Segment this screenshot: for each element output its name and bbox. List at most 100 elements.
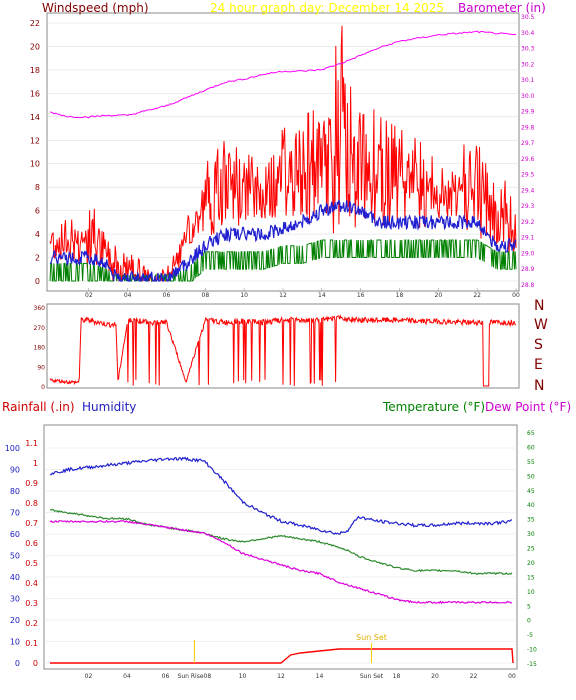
wind-y-tick-label: 16 bbox=[30, 89, 40, 98]
rainfall-tick-label: 0.9 bbox=[25, 479, 38, 488]
barometer-tick-label: 29.6 bbox=[521, 156, 535, 163]
humidity-line bbox=[50, 456, 513, 535]
lower-x-tick-label: 04 bbox=[123, 673, 131, 680]
direction-y-tick-label: 360 bbox=[34, 305, 46, 312]
wind-series bbox=[49, 25, 517, 283]
lower-x-tick-label: 14 bbox=[316, 673, 324, 680]
wind-y-tick-label: 22 bbox=[30, 19, 40, 28]
wind-y-tick-label: 4 bbox=[35, 230, 40, 239]
windspeed-title: Windspeed (mph) bbox=[42, 1, 149, 15]
wind-x-tick-label: 14 bbox=[318, 292, 326, 299]
barometer-tick-label: 30.5 bbox=[521, 14, 535, 21]
lower-x-tick-label: 10 bbox=[239, 673, 247, 680]
wind-y-tick-label: 12 bbox=[30, 136, 40, 145]
wind-x-tick-label: 06 bbox=[163, 292, 171, 299]
temperature-title: Temperature (°F) bbox=[382, 400, 485, 414]
barometer-tick-label: 29.8 bbox=[521, 124, 535, 131]
humidity-tick-label: 60 bbox=[10, 530, 20, 539]
rainfall-tick-label: 0.5 bbox=[25, 559, 38, 568]
temperature-tick-label: 25 bbox=[527, 546, 535, 553]
temperature-tick-label: 5 bbox=[527, 603, 531, 610]
lower-x-tick-label: 06 bbox=[162, 673, 170, 680]
rainfall-tick-label: 0.2 bbox=[25, 619, 38, 628]
direction-y-tick-label: 180 bbox=[34, 345, 46, 352]
lower-grid bbox=[44, 447, 517, 664]
temperature-tick-label: -15 bbox=[527, 661, 537, 668]
direction-line bbox=[49, 313, 517, 387]
wind-x-tick-label: 18 bbox=[396, 292, 404, 299]
sunrise-axis-label: Sun Rise08 bbox=[178, 673, 212, 680]
humidity-tick-label: 70 bbox=[10, 509, 20, 518]
wind-y-tick-label: 2 bbox=[35, 254, 40, 263]
direction-plot-frame bbox=[46, 303, 520, 389]
wind-y-tick-label: 6 bbox=[35, 207, 40, 216]
wind-y-tick-label: 8 bbox=[35, 183, 40, 192]
barometer-tick-label: 29.9 bbox=[521, 109, 535, 116]
barometer-tick-label: 29.0 bbox=[521, 250, 535, 257]
humidity-title: Humidity bbox=[82, 400, 136, 414]
wind-gust-line bbox=[49, 25, 517, 283]
barometer-tick-label: 30.1 bbox=[521, 77, 535, 84]
direction-series bbox=[49, 313, 517, 387]
temperature-tick-label: 60 bbox=[527, 444, 535, 451]
humidity-tick-label: 10 bbox=[10, 638, 20, 647]
rainfall-tick-label: 1 bbox=[33, 459, 38, 468]
direction-y-tick-label: 90 bbox=[37, 364, 45, 371]
wind-x-tick-label: 20 bbox=[435, 292, 443, 299]
temperature-tick-label: 65 bbox=[527, 430, 535, 437]
barometer-tick-label: 28.9 bbox=[521, 266, 535, 273]
humidity-tick-label: 0 bbox=[15, 659, 20, 668]
lower-x-tick-label: 12 bbox=[277, 673, 285, 680]
temperature-tick-label: 10 bbox=[527, 589, 535, 596]
humidity-tick-label: 20 bbox=[10, 616, 20, 625]
wind-x-tick-label: 10 bbox=[240, 292, 248, 299]
humidity-tick-label: 90 bbox=[10, 466, 20, 475]
barometer-tick-label: 29.1 bbox=[521, 235, 535, 242]
wind-x-tick-label: 16 bbox=[357, 292, 365, 299]
barometer-tick-label: 29.4 bbox=[521, 187, 535, 194]
temperature-tick-label: 35 bbox=[527, 517, 535, 524]
lower-series bbox=[49, 456, 514, 664]
compass-label-e: E bbox=[534, 357, 543, 373]
barometer-tick-label: 29.3 bbox=[521, 203, 535, 210]
lower-x-tick-label: 20 bbox=[431, 673, 439, 680]
wind-plot-frame bbox=[46, 12, 520, 292]
humidity-tick-label: 30 bbox=[10, 595, 20, 604]
lower-x-tick-label: 22 bbox=[470, 673, 478, 680]
humidity-tick-label: 80 bbox=[10, 487, 20, 496]
barometer-title: Barometer (in) bbox=[458, 1, 546, 15]
lower-x-tick-label: 18 bbox=[393, 673, 401, 680]
lower-x-tick-label: 02 bbox=[85, 673, 93, 680]
wind-x-tick-label: 12 bbox=[279, 292, 287, 299]
rainfall-tick-label: 0 bbox=[33, 659, 38, 668]
temperature-tick-label: -10 bbox=[527, 647, 537, 654]
rainfall-tick-label: 0.7 bbox=[25, 519, 38, 528]
compass-label-w: W bbox=[534, 317, 548, 333]
rainfall-tick-label: 0.3 bbox=[25, 599, 38, 608]
compass-label-s: S bbox=[534, 337, 543, 353]
sunset-label: Sun Set bbox=[356, 633, 387, 642]
temperature-tick-label: 20 bbox=[527, 560, 535, 567]
direction-y-tick-label: 0 bbox=[41, 384, 45, 391]
wind-grid bbox=[47, 22, 519, 291]
wind-x-tick-label: 00 bbox=[512, 292, 520, 299]
barometer-line bbox=[49, 30, 517, 119]
temperature-tick-label: 0 bbox=[527, 618, 531, 625]
wind-y-tick-label: 18 bbox=[30, 66, 40, 75]
graph-date-title: 24 hour graph day: December 14 2025 bbox=[210, 1, 444, 15]
wind-y-tick-label: 20 bbox=[30, 42, 40, 51]
wind-y-tick-label: 0 bbox=[35, 277, 40, 286]
rainfall-tick-label: 0.6 bbox=[25, 539, 38, 548]
compass-label-n-top: N bbox=[534, 298, 544, 314]
barometer-tick-label: 29.5 bbox=[521, 172, 535, 179]
temperature-tick-label: 50 bbox=[527, 473, 535, 480]
wind-average-line bbox=[49, 198, 517, 282]
temperature-tick-label: 55 bbox=[527, 459, 535, 466]
barometer-tick-label: 30.0 bbox=[521, 93, 535, 100]
temperature-tick-label: 30 bbox=[527, 531, 535, 538]
temperature-tick-label: -5 bbox=[527, 632, 533, 639]
rainfall-tick-label: 0.8 bbox=[25, 499, 38, 508]
rainfall-tick-label: 0.1 bbox=[25, 639, 38, 648]
axis-labels: 024681012141618202228.828.929.029.129.22… bbox=[5, 14, 537, 680]
